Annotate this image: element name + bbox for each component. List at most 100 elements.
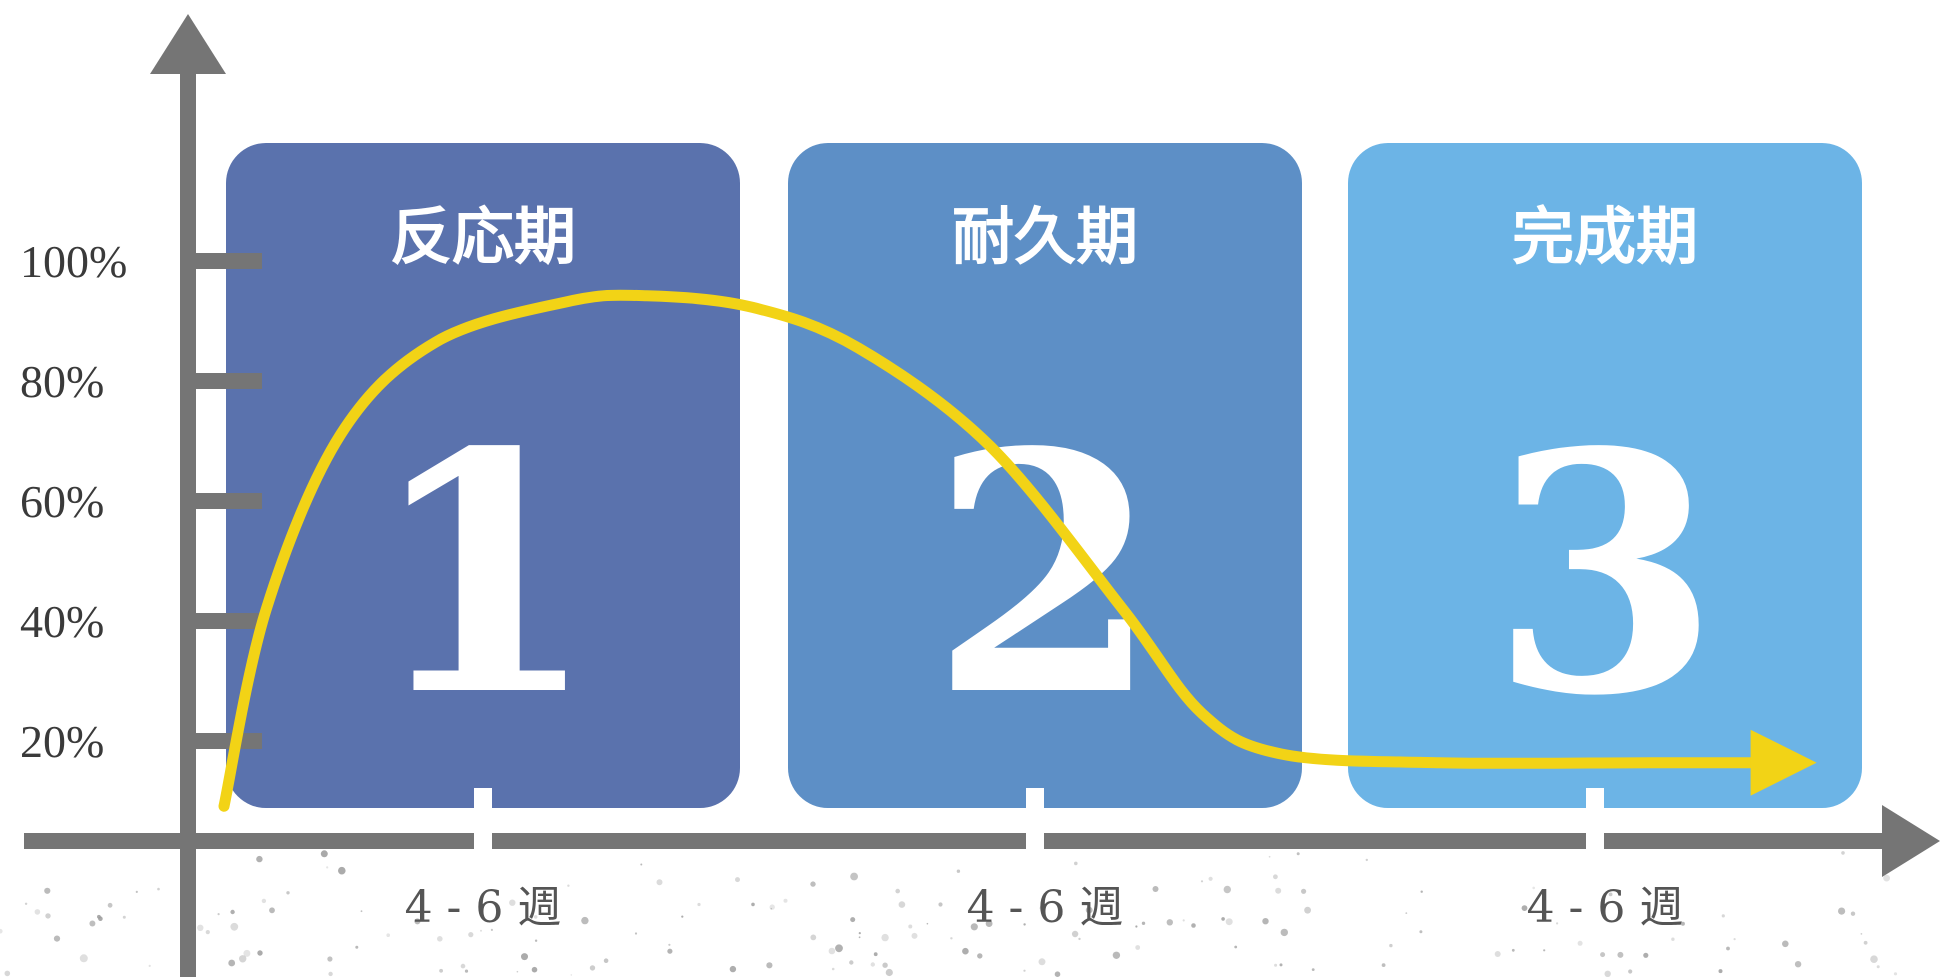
speckle-dot <box>1850 911 1856 916</box>
speckle-dot <box>697 902 701 907</box>
speckle-dot <box>157 887 160 891</box>
speckle-dot <box>1141 921 1146 925</box>
speckle-dot <box>962 947 969 955</box>
speckle-dot <box>509 899 516 906</box>
speckle-dot <box>490 928 493 932</box>
speckle-dot <box>480 929 482 932</box>
axes <box>24 14 1940 977</box>
speckle-dot <box>567 884 570 887</box>
speckle-dot <box>521 953 528 961</box>
x-tick-label-1: 4 - 6 週 <box>405 882 562 933</box>
speckle-dot <box>828 947 836 955</box>
speckle-dot <box>1112 951 1121 959</box>
speckle-dot <box>1262 918 1269 925</box>
speckle-dot <box>1225 918 1233 926</box>
speckle-dot <box>1680 921 1685 926</box>
speckle-dot <box>533 915 538 919</box>
speckle-dot <box>881 933 889 942</box>
speckle-dot <box>634 932 638 935</box>
speckle-dot <box>1841 851 1845 855</box>
speckle-dot <box>437 936 443 942</box>
speckle-dot <box>1600 952 1606 958</box>
speckle-dot <box>1365 858 1369 862</box>
speckle-dot <box>729 965 737 973</box>
speckle-dot <box>810 934 817 941</box>
speckle-dot <box>1191 923 1196 928</box>
speckle-dot <box>360 910 363 913</box>
phase-box-2: 耐久期 2 <box>788 143 1302 808</box>
speckle-dot <box>970 923 978 931</box>
speckle-dot <box>1274 963 1278 967</box>
speckle-dot <box>1860 933 1863 935</box>
speckle-dot <box>849 960 854 965</box>
y-axis <box>180 70 196 977</box>
speckle-dot <box>1532 886 1535 890</box>
speckle-dot <box>1023 969 1026 972</box>
speckle-dot <box>581 916 589 925</box>
speckle-dot <box>107 902 113 908</box>
phase-title-2: 耐久期 <box>952 200 1138 273</box>
speckle-dot <box>135 890 138 894</box>
speckle-dot <box>261 898 267 904</box>
speckle-dot <box>603 958 609 963</box>
y-axis-arrow <box>150 14 226 74</box>
speckle-dot <box>148 964 151 968</box>
speckle-dot <box>531 966 538 973</box>
speckle-dot <box>1405 912 1408 914</box>
speckle-dot <box>1604 970 1611 977</box>
speckle-dot <box>414 918 421 925</box>
speckle-dot <box>783 898 788 903</box>
speckle-dot <box>1234 945 1238 949</box>
speckle-dot <box>1268 855 1271 858</box>
speckle-dot <box>1208 876 1213 881</box>
speckle-dot <box>1279 963 1283 967</box>
speckle-dot <box>977 953 983 959</box>
speckle-dot <box>320 850 328 858</box>
speckle-dot <box>230 909 235 915</box>
phase-box-3: 完成期 3 <box>1348 143 1862 808</box>
progress-curve-line <box>218 289 1817 812</box>
x-axis-arrow <box>1882 805 1940 877</box>
speckle-dot <box>656 879 663 886</box>
speckle-dot <box>831 967 835 971</box>
speckle-dot <box>735 877 740 883</box>
speckle-dot <box>286 891 290 895</box>
speckle-dot <box>1135 925 1138 928</box>
speckle-dot <box>1166 919 1174 926</box>
y-tick-label-100: 100% <box>20 236 127 287</box>
speckle-dot <box>256 855 263 863</box>
speckle-dot <box>681 915 684 918</box>
speckle-dot <box>850 917 856 923</box>
speckle-dot <box>1876 965 1880 969</box>
speckle-dot <box>870 962 875 967</box>
speckle-dot <box>79 954 88 963</box>
speckle-dot <box>386 933 391 937</box>
x-tick-1 <box>474 788 492 850</box>
speckle-dot <box>956 869 961 873</box>
speckle-dot <box>1577 940 1583 946</box>
y-tick-label-80: 80% <box>20 356 104 407</box>
speckle-dot <box>205 930 210 935</box>
speckle-dot <box>257 950 263 956</box>
speckle-dot <box>1521 905 1528 911</box>
speckle-dot <box>985 920 993 927</box>
speckle-dot <box>326 866 329 869</box>
speckle-dot <box>197 924 204 931</box>
speckle-dot <box>1311 968 1315 971</box>
speckle-dot <box>243 949 251 957</box>
speckle-dot <box>1280 928 1289 937</box>
phase-number-2: 2 <box>930 380 1160 768</box>
speckle-dot <box>667 948 673 954</box>
speckle-dot <box>898 901 906 908</box>
speckle-dot <box>1733 938 1736 941</box>
speckle-dot <box>1273 874 1278 880</box>
speckle-dot <box>1071 930 1079 938</box>
speckle-dot <box>873 952 878 957</box>
speckle-dot <box>1721 914 1725 918</box>
speckle-dot <box>1628 969 1633 974</box>
speckle-dot <box>858 932 861 935</box>
speckle-dot <box>1304 906 1311 914</box>
x-tick-3 <box>1586 788 1604 850</box>
speckle-dot <box>1275 887 1282 894</box>
